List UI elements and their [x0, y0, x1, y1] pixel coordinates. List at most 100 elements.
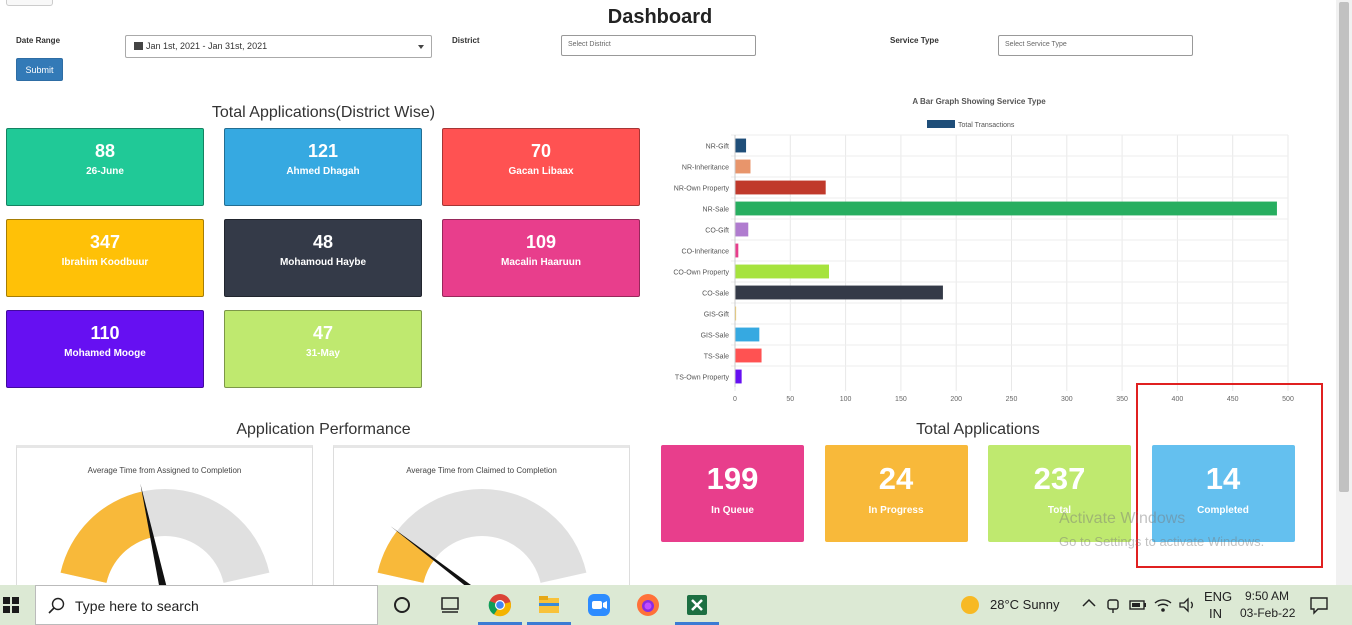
district-card: 47 31-May	[224, 310, 422, 388]
y-tick-label: NR-Own Property	[674, 186, 730, 193]
task-view-icon[interactable]	[438, 593, 462, 617]
x-tick-label: 100	[840, 396, 852, 403]
language-line2[interactable]: IN	[1209, 606, 1222, 621]
weather-sun-icon[interactable]	[958, 593, 982, 617]
x-tick-label: 50	[786, 396, 794, 403]
district-label: Mohamed Mooge	[64, 348, 146, 359]
y-tick-label: CO-Inheritance	[682, 249, 730, 256]
district-label: Ahmed Dhagah	[286, 166, 360, 177]
battery-icon[interactable]	[1128, 595, 1152, 619]
y-tick-label: CO-Own Property	[673, 270, 729, 277]
x-tick-label: 450	[1227, 396, 1239, 403]
windows-taskbar: Type here to search 28°C Sunny	[0, 585, 1352, 625]
y-tick-label: GIS-Gift	[704, 312, 729, 319]
scroll-thumb[interactable]	[1339, 2, 1349, 492]
excel-icon[interactable]	[685, 593, 709, 617]
y-tick-label: CO-Sale	[702, 291, 729, 298]
top-button-stub[interactable]	[6, 0, 53, 6]
start-button[interactable]	[0, 585, 34, 625]
submit-button[interactable]: Submit	[16, 58, 63, 81]
chart-title: A Bar Graph Showing Service Type	[912, 97, 1046, 106]
district-value: 70	[530, 141, 552, 161]
x-tick-label: 250	[1006, 396, 1018, 403]
bar-co-inheritance	[735, 243, 739, 258]
x-tick-label: 300	[1061, 396, 1073, 403]
bar-co-sale	[735, 285, 943, 300]
firefox-icon[interactable]	[636, 593, 660, 617]
language-line1[interactable]: ENG	[1204, 589, 1233, 604]
meet-now-icon[interactable]	[1105, 595, 1129, 619]
district-value: 110	[90, 323, 120, 343]
district-value: 47	[312, 323, 334, 343]
clock-date[interactable]: 03-Feb-22	[1240, 606, 1296, 620]
date-range-picker[interactable]: Jan 1st, 2021 - Jan 31st, 2021	[125, 35, 432, 58]
bar-co-own-property	[735, 264, 830, 279]
y-tick-label: NR-Gift	[706, 144, 729, 151]
wifi-icon[interactable]	[1153, 595, 1177, 619]
district-select[interactable]: Select District	[561, 35, 756, 56]
total-card: 14 Completed	[1151, 445, 1295, 542]
gauge-title-claimed: Average Time from Claimed to Completion	[406, 466, 557, 475]
district-card: 347 Ibrahim Koodbuur	[6, 219, 204, 297]
chevron-up-icon[interactable]	[1080, 594, 1104, 618]
legend-label: Total Transactions	[958, 122, 1015, 129]
gauge-needle	[140, 483, 169, 594]
calendar-icon	[134, 42, 143, 50]
chrome-icon[interactable]	[488, 593, 512, 617]
volume-icon[interactable]	[1177, 595, 1201, 619]
service-type-bar-chart: A Bar Graph Showing Service Type Total Tr…	[673, 97, 1294, 403]
district-label: Gacan Libaax	[508, 166, 574, 177]
clock-time[interactable]: 9:50 AM	[1245, 589, 1290, 603]
y-tick-label: TS-Own Property	[675, 375, 730, 382]
activate-windows-hint: Go to Settings to activate Windows.	[1059, 534, 1265, 549]
district-card: 88 26-June	[6, 128, 204, 206]
district-label: District	[452, 36, 480, 45]
notifications-icon[interactable]	[1308, 594, 1332, 618]
x-tick-label: 0	[733, 396, 737, 403]
gauge-fill	[60, 491, 153, 583]
weather-text[interactable]: 28°C Sunny	[990, 597, 1060, 612]
service-type-label: Service Type	[890, 36, 939, 45]
district-card: 121 Ahmed Dhagah	[224, 128, 422, 206]
gauge-claimed	[377, 488, 587, 594]
x-tick-label: 400	[1172, 396, 1184, 403]
total-value: 14	[1205, 461, 1241, 496]
totals-section-title: Total Applications	[916, 421, 1040, 438]
date-range-label: Date Range	[16, 36, 61, 45]
taskbar-search[interactable]: Type here to search	[35, 585, 378, 625]
cortana-icon[interactable]	[390, 593, 414, 617]
x-tick-label: 150	[895, 396, 907, 403]
district-label: 26-June	[86, 166, 124, 177]
gauge-panel-assigned: Average Time from Assigned to Completion	[16, 445, 313, 595]
bar-nr-own-property	[735, 180, 826, 195]
district-value: 347	[89, 232, 121, 252]
total-label: In Progress	[868, 505, 924, 516]
total-value: 199	[706, 461, 759, 496]
district-label: 31-May	[306, 348, 340, 359]
activate-windows-watermark: Activate Windows	[1059, 510, 1186, 527]
x-tick-label: 350	[1116, 396, 1128, 403]
bar-gis-gift	[735, 306, 737, 321]
total-value: 237	[1033, 461, 1086, 496]
date-range-value: Jan 1st, 2021 - Jan 31st, 2021	[146, 41, 268, 51]
district-value: 88	[94, 141, 116, 161]
district-label: Mohamoud Haybe	[279, 257, 367, 268]
bar-ts-sale	[735, 348, 762, 363]
district-section-title: Total Applications(District Wise)	[211, 104, 436, 121]
service-type-select[interactable]: Select Service Type	[998, 35, 1193, 56]
total-label: Total	[1047, 505, 1072, 516]
gauge-title-assigned: Average Time from Assigned to Completion	[87, 466, 242, 475]
file-explorer-icon[interactable]	[537, 593, 561, 617]
explorer-active-indicator	[527, 622, 571, 625]
x-tick-label: 500	[1282, 396, 1294, 403]
vertical-scrollbar[interactable]	[1336, 0, 1352, 585]
x-tick-label: 200	[950, 396, 962, 403]
district-card: 48 Mohamoud Haybe	[224, 219, 422, 297]
zoom-icon[interactable]	[587, 593, 611, 617]
district-card: 110 Mohamed Mooge	[6, 310, 204, 388]
gauge-assigned	[60, 483, 270, 594]
district-label: Macalin Haaruun	[500, 257, 582, 268]
y-tick-label: CO-Gift	[705, 228, 729, 235]
gauge-panel-claimed: Average Time from Claimed to Completion	[333, 445, 630, 595]
